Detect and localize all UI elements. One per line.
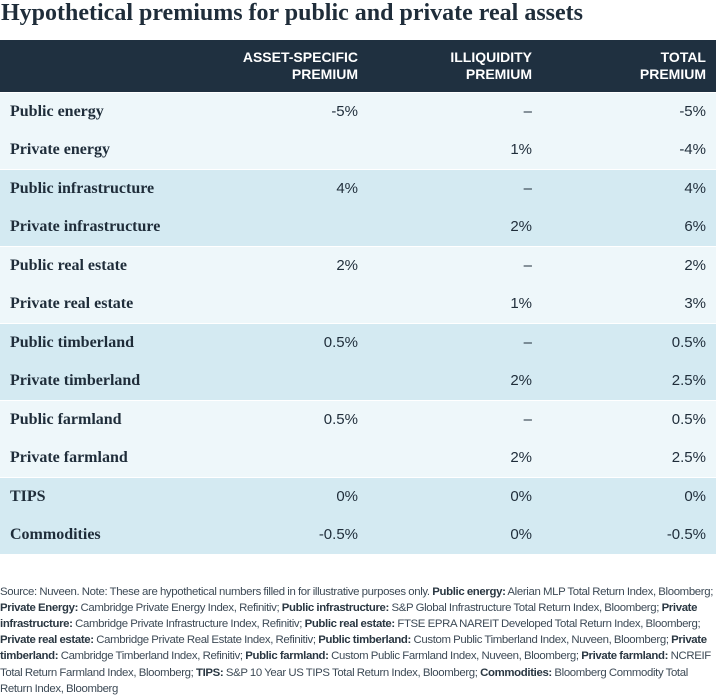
- row-label: Commodities: [10, 525, 101, 543]
- table-row: Private infrastructure 2% 6%: [0, 207, 716, 247]
- table-header-row: ASSET-SPECIFIC PREMIUM ILLIQUIDITY PREMIUM…: [0, 40, 716, 92]
- asset-specific-premium-cell: 2%: [216, 245, 360, 285]
- table-row: Public infrastructure 4% –4%: [0, 168, 716, 208]
- source-text: FTSE EPRA NAREIT Developed Total Return …: [397, 617, 701, 630]
- source-text: Alerian MLP Total Return Index, Bloomber…: [507, 585, 714, 598]
- source-text: Cambridge Timberland Index, Refinitiv;: [60, 650, 243, 663]
- table-row: Public energy -5% – -5%: [0, 91, 716, 131]
- table-row: Public farmland 0.5% –0.5%: [0, 399, 716, 439]
- asset-specific-premium-cell: 0%: [216, 476, 360, 516]
- row-label: Public energy: [0, 91, 216, 131]
- asset-specific-premium-cell: -5%: [216, 91, 360, 131]
- row-label: Private farmland: [10, 448, 128, 466]
- total-premium-cell: 0%: [536, 476, 716, 516]
- header-label: [0, 40, 216, 92]
- asset-specific-premium-cell: -0.5%: [318, 526, 358, 543]
- source-text: S&P 10 Year US TIPS Total Return Index, …: [225, 666, 478, 679]
- source-text: S&P Global Infrastructure Total Return I…: [391, 601, 660, 614]
- source-key: Private infrastructure:: [0, 601, 698, 630]
- illiquidity-premium-cell: –: [360, 322, 536, 362]
- row-label: Public timberland: [0, 322, 216, 362]
- premiums-table: ASSET-SPECIFIC PREMIUM ILLIQUIDITY PREMIUM…: [0, 40, 716, 554]
- source-text: Custom Public Farmland Index, Nuveen, Bl…: [331, 650, 579, 663]
- source-key: TIPS:: [195, 666, 224, 679]
- source-key: Public energy:: [432, 585, 506, 598]
- source-key: Private Energy:: [0, 601, 79, 614]
- table-row: Private real estate 1% 3%: [0, 284, 716, 324]
- total-premium-cell: -0.5%: [666, 526, 706, 543]
- total-premium-cell: 2%: [536, 245, 716, 285]
- source-text: Cambridge Private Energy Index, Refiniti…: [80, 601, 280, 614]
- table-row: Public timberland 0.5% –0.5%: [0, 322, 716, 362]
- source-key: Commodities:: [480, 666, 552, 679]
- total-premium-cell: -4%: [679, 141, 706, 158]
- source-key: Public timberland:: [318, 634, 411, 647]
- source-text: Cambridge Private Infrastructure Index, …: [75, 617, 303, 630]
- total-premium-cell: 0.5%: [536, 322, 716, 362]
- illiquidity-premium-cell: 0%: [510, 526, 532, 543]
- source-key: Private farmland:: [581, 650, 669, 663]
- header-total-premium: TOTAL PREMIUM: [639, 48, 706, 82]
- asset-specific-premium-cell: 0.5%: [216, 322, 360, 362]
- total-premium-cell: 2.5%: [671, 372, 706, 389]
- source-intro: Source: Nuveen. Note: These are hypothet…: [0, 585, 430, 598]
- table-body: Public energy -5% – -5% Private energy 1% -4% P…: [0, 91, 716, 554]
- illiquidity-premium-cell: –: [360, 168, 536, 208]
- illiquidity-premium-cell: –: [360, 399, 536, 439]
- total-premium-cell: 6%: [684, 218, 706, 235]
- total-premium-cell: 0.5%: [536, 399, 716, 439]
- source-key: Public infrastructure:: [281, 601, 390, 614]
- page-title: Hypothetical premiums for public and pri…: [1, 0, 583, 26]
- asset-specific-premium-cell: 0.5%: [216, 399, 360, 439]
- row-label: Private timberland: [10, 371, 141, 389]
- illiquidity-premium-cell: –: [360, 91, 536, 131]
- asset-specific-premium-cell: 4%: [216, 168, 360, 208]
- asset-specific-premium-cell: [216, 131, 360, 170]
- row-label: Public infrastructure: [0, 168, 216, 208]
- source-note: Source: Nuveen. Note: These are hypothet…: [0, 584, 716, 697]
- source-key: Public real estate:: [304, 617, 396, 630]
- header-illiquidity-premium: ILLIQUIDITY PREMIUM: [450, 48, 532, 82]
- source-key: Public farmland:: [245, 650, 329, 663]
- total-premium-cell: 3%: [684, 295, 706, 312]
- illiquidity-premium-cell: 2%: [510, 449, 532, 466]
- table-row: Public real estate 2% –2%: [0, 245, 716, 285]
- row-label: TIPS: [0, 476, 216, 516]
- asset-specific-premium-cell: [216, 362, 360, 401]
- total-premium-cell: 2.5%: [671, 449, 706, 466]
- row-label: Public real estate: [0, 245, 216, 285]
- table-row: Private farmland 2% 2.5%: [0, 438, 716, 478]
- source-key: Private timberland:: [0, 634, 707, 663]
- total-premium-cell: -5%: [536, 91, 716, 131]
- source-key: Private real estate:: [0, 634, 94, 647]
- row-label: Private energy: [10, 140, 110, 158]
- source-text: Custom Public Timberland Index, Nuveen, …: [413, 634, 670, 647]
- total-premium-cell: 4%: [536, 168, 716, 208]
- row-label: Public farmland: [0, 399, 216, 439]
- row-label: Private infrastructure: [10, 217, 161, 235]
- source-text: Cambridge Private Real Estate Index, Ref…: [96, 634, 316, 647]
- table-row: Private timberland 2% 2.5%: [0, 361, 716, 401]
- asset-specific-premium-cell: [216, 285, 360, 324]
- asset-specific-premium-cell: [216, 439, 360, 478]
- illiquidity-premium-cell: 2%: [510, 218, 532, 235]
- illiquidity-premium-cell: 1%: [510, 141, 532, 158]
- table-row: Private energy 1% -4%: [0, 130, 716, 170]
- table-row: Commodities -0.5% 0% -0.5%: [0, 515, 716, 554]
- illiquidity-premium-cell: 0%: [360, 476, 536, 516]
- row-label: Private real estate: [10, 294, 134, 312]
- illiquidity-premium-cell: –: [360, 245, 536, 285]
- illiquidity-premium-cell: 1%: [510, 295, 532, 312]
- table-row: TIPS 0% 0% 0%: [0, 476, 716, 516]
- asset-specific-premium-cell: [216, 208, 360, 247]
- illiquidity-premium-cell: 2%: [510, 372, 532, 389]
- header-asset-specific-premium: ASSET-SPECIFIC PREMIUM: [242, 48, 358, 82]
